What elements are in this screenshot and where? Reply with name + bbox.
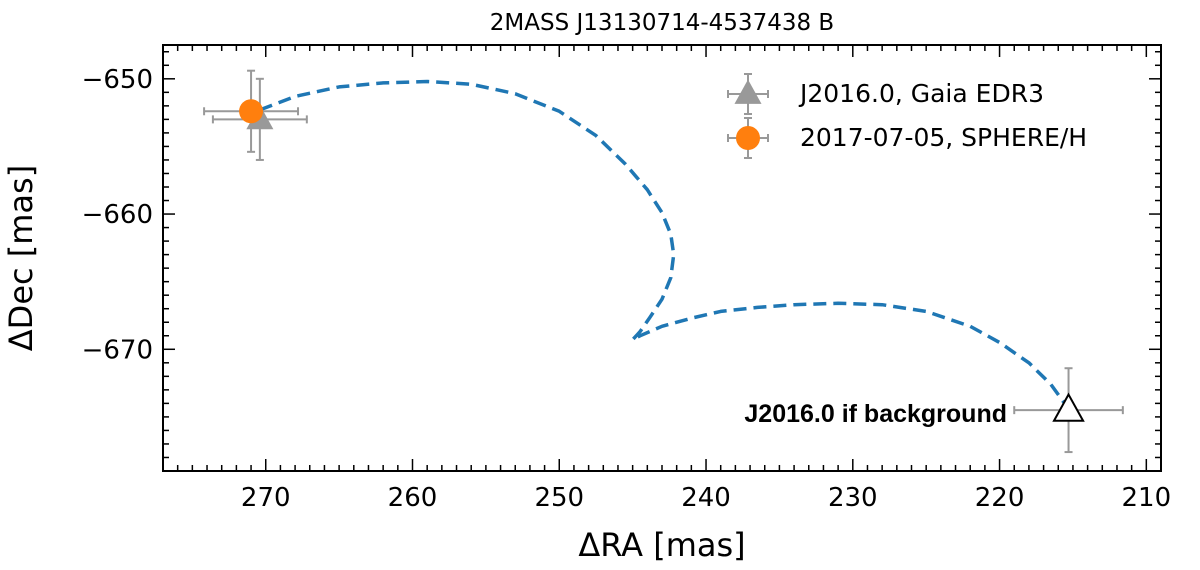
legend-label-gaia: J2016.0, Gaia EDR3 — [798, 79, 1044, 108]
x-tick-label: 260 — [388, 483, 438, 513]
legend: J2016.0, Gaia EDR3 2017-07-05, SPHERE/H — [727, 73, 1087, 159]
background-point-marker — [1052, 392, 1085, 422]
points-layer — [203, 69, 1124, 454]
x-tick-label: 270 — [241, 483, 291, 513]
legend-marker-gaia — [727, 73, 769, 115]
y-axis-label: ΔDec [mas] — [2, 165, 40, 351]
legend-entry-gaia: J2016.0, Gaia EDR3 — [727, 73, 1044, 115]
y-tick-label: −670 — [82, 335, 153, 365]
x-tick-label: 250 — [534, 483, 584, 513]
chart-title: 2MASS J13130714-4537438 B — [490, 10, 834, 36]
x-tick-label: 220 — [975, 483, 1025, 513]
y-tick-label: −660 — [82, 200, 153, 230]
ticks-layer: 270 260 250 240 230 220 210 −650 −660 −670 — [82, 45, 1172, 513]
x-tick-label: 210 — [1122, 483, 1172, 513]
legend-entry-sphere: 2017-07-05, SPHERE/H — [727, 117, 1087, 159]
track-layer — [259, 79, 1070, 410]
sphere-point-marker — [239, 99, 264, 124]
background-track-line — [259, 79, 1070, 410]
legend-marker-sphere — [727, 117, 769, 159]
legend-label-sphere: 2017-07-05, SPHERE/H — [800, 123, 1087, 152]
x-tick-label: 240 — [681, 483, 731, 513]
plot-frame — [162, 44, 1162, 472]
background-point-annotation: J2016.0 if background — [744, 400, 1007, 428]
x-axis-label: ΔRA [mas] — [578, 526, 745, 564]
x-tick-label: 230 — [828, 483, 878, 513]
y-tick-label: −650 — [82, 65, 153, 95]
